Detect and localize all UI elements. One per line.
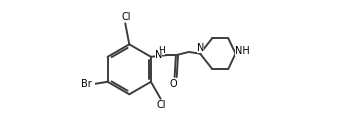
Text: N: N bbox=[197, 43, 204, 53]
Text: O: O bbox=[170, 79, 178, 89]
Text: Cl: Cl bbox=[157, 100, 166, 110]
Text: Cl: Cl bbox=[121, 12, 131, 22]
Text: H: H bbox=[159, 46, 165, 55]
Text: NH: NH bbox=[235, 46, 250, 56]
Text: Br: Br bbox=[81, 79, 92, 89]
Text: N: N bbox=[155, 50, 162, 60]
